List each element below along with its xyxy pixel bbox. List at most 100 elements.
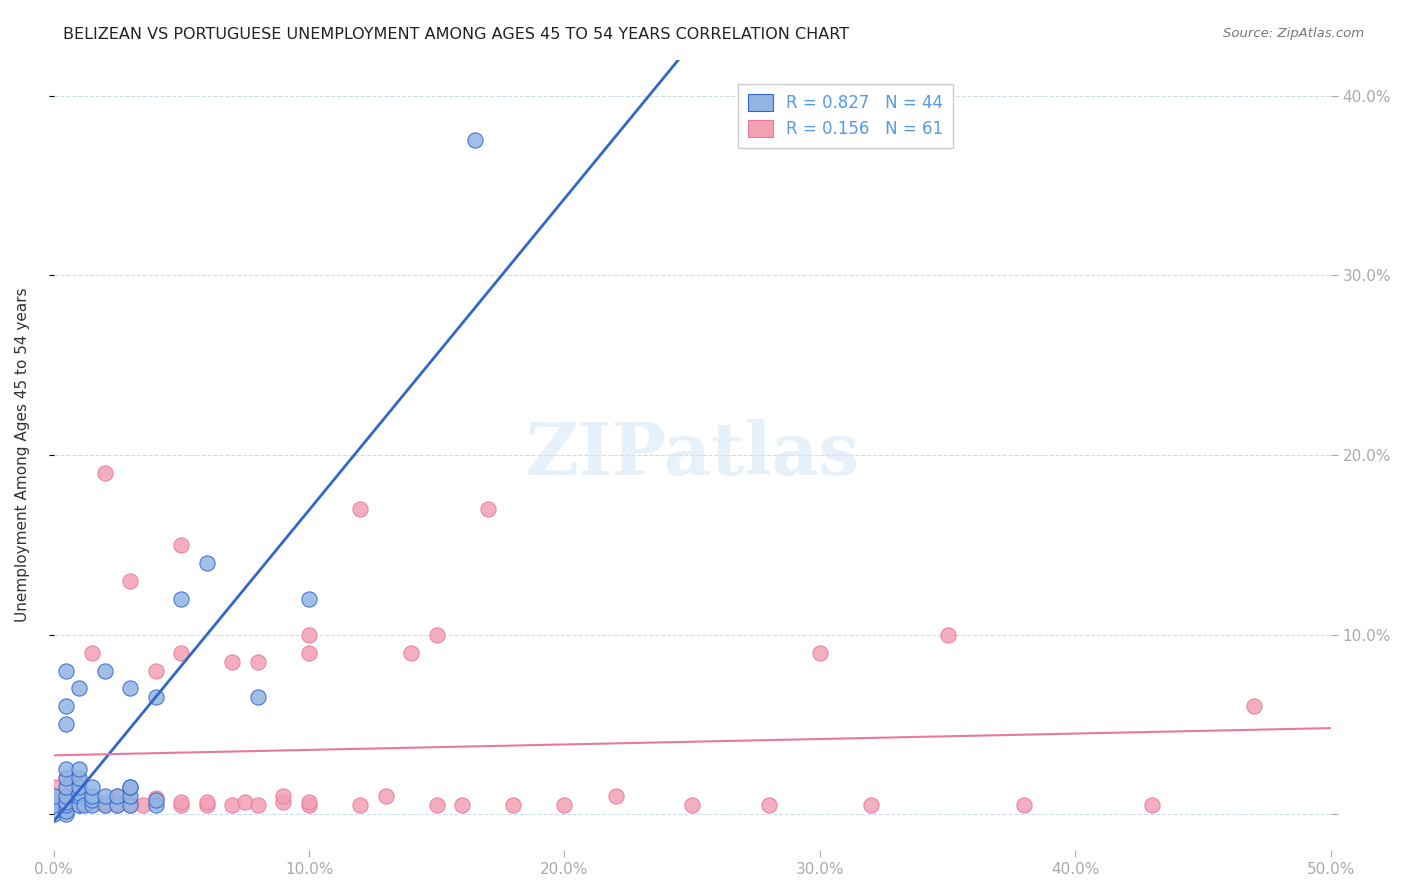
Portuguese: [120, 574, 142, 588]
Portuguese: [273, 789, 295, 804]
Portuguese: [195, 795, 218, 809]
Portuguese: [451, 798, 474, 813]
Portuguese: [80, 646, 103, 660]
Portuguese: [93, 798, 115, 813]
Portuguese: [859, 798, 882, 813]
Belizeans: [195, 556, 218, 570]
Portuguese: [170, 795, 193, 809]
Portuguese: [681, 798, 703, 813]
Portuguese: [246, 655, 269, 669]
Portuguese: [55, 772, 77, 786]
Portuguese: [808, 646, 831, 660]
Belizeans: [55, 699, 77, 714]
Portuguese: [233, 795, 256, 809]
Belizeans: [55, 780, 77, 795]
Portuguese: [132, 798, 155, 813]
Portuguese: [55, 798, 77, 813]
Belizeans: [80, 780, 103, 795]
Belizeans: [298, 591, 321, 606]
Belizeans: [145, 793, 167, 807]
Portuguese: [246, 798, 269, 813]
Portuguese: [107, 798, 129, 813]
Belizeans: [55, 804, 77, 818]
Belizeans: [55, 789, 77, 804]
Belizeans: [67, 798, 90, 813]
Portuguese: [426, 798, 449, 813]
Portuguese: [758, 798, 780, 813]
Belizeans: [55, 664, 77, 678]
Belizeans: [55, 762, 77, 776]
Belizeans: [107, 789, 129, 804]
Belizeans: [55, 795, 77, 809]
Belizeans: [120, 780, 142, 795]
Belizeans: [93, 798, 115, 813]
Portuguese: [502, 798, 524, 813]
Portuguese: [145, 791, 167, 805]
Belizeans: [55, 807, 77, 822]
Belizeans: [42, 807, 65, 822]
Portuguese: [107, 789, 129, 804]
Text: Source: ZipAtlas.com: Source: ZipAtlas.com: [1223, 27, 1364, 40]
Belizeans: [67, 772, 90, 786]
Belizeans: [80, 793, 103, 807]
Portuguese: [399, 646, 422, 660]
Portuguese: [80, 795, 103, 809]
Belizeans: [67, 681, 90, 696]
Portuguese: [298, 798, 321, 813]
Belizeans: [73, 798, 96, 813]
Portuguese: [93, 466, 115, 480]
Portuguese: [42, 780, 65, 795]
Belizeans: [120, 798, 142, 813]
Portuguese: [298, 795, 321, 809]
Portuguese: [273, 795, 295, 809]
Belizeans: [67, 762, 90, 776]
Portuguese: [1012, 798, 1035, 813]
Text: ZIPatlas: ZIPatlas: [524, 419, 859, 491]
Belizeans: [55, 798, 77, 813]
Portuguese: [170, 798, 193, 813]
Belizeans: [464, 133, 486, 147]
Portuguese: [349, 798, 371, 813]
Belizeans: [67, 789, 90, 804]
Belizeans: [246, 690, 269, 705]
Portuguese: [1140, 798, 1163, 813]
Portuguese: [477, 501, 499, 516]
Portuguese: [67, 798, 90, 813]
Portuguese: [170, 646, 193, 660]
Portuguese: [936, 627, 959, 641]
Belizeans: [170, 591, 193, 606]
Portuguese: [107, 795, 129, 809]
Portuguese: [374, 789, 396, 804]
Portuguese: [195, 798, 218, 813]
Belizeans: [120, 780, 142, 795]
Belizeans: [93, 664, 115, 678]
Text: BELIZEAN VS PORTUGUESE UNEMPLOYMENT AMONG AGES 45 TO 54 YEARS CORRELATION CHART: BELIZEAN VS PORTUGUESE UNEMPLOYMENT AMON…: [63, 27, 849, 42]
Portuguese: [67, 795, 90, 809]
Portuguese: [55, 795, 77, 809]
Belizeans: [80, 798, 103, 813]
Belizeans: [67, 786, 90, 800]
Portuguese: [67, 789, 90, 804]
Portuguese: [120, 798, 142, 813]
Portuguese: [298, 627, 321, 641]
Y-axis label: Unemployment Among Ages 45 to 54 years: Unemployment Among Ages 45 to 54 years: [15, 287, 30, 623]
Belizeans: [93, 789, 115, 804]
Portuguese: [42, 789, 65, 804]
Portuguese: [605, 789, 627, 804]
Portuguese: [221, 798, 243, 813]
Portuguese: [221, 655, 243, 669]
Belizeans: [42, 798, 65, 813]
Belizeans: [55, 772, 77, 786]
Belizeans: [107, 798, 129, 813]
Portuguese: [1243, 699, 1265, 714]
Belizeans: [120, 789, 142, 804]
Belizeans: [67, 780, 90, 795]
Portuguese: [55, 789, 77, 804]
Legend: R = 0.827   N = 44, R = 0.156   N = 61: R = 0.827 N = 44, R = 0.156 N = 61: [738, 84, 953, 148]
Belizeans: [42, 789, 65, 804]
Belizeans: [80, 789, 103, 804]
Portuguese: [120, 795, 142, 809]
Portuguese: [145, 664, 167, 678]
Belizeans: [120, 681, 142, 696]
Belizeans: [145, 798, 167, 813]
